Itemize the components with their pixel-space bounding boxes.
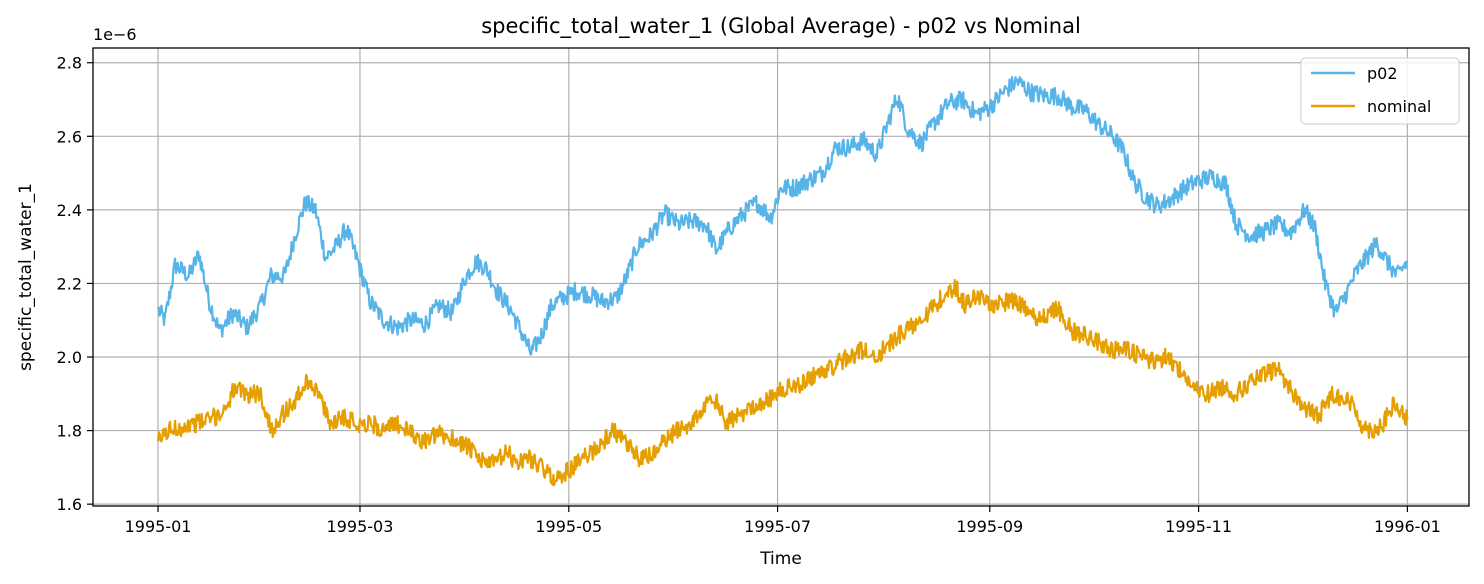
y-tick-label: 1.8 — [57, 422, 82, 441]
series-lines — [156, 76, 1409, 487]
x-tick-label: 1995-11 — [1165, 517, 1232, 536]
legend-label-p02: p02 — [1367, 64, 1398, 83]
chart-title: specific_total_water_1 (Global Average) … — [481, 14, 1081, 39]
legend-box — [1300, 57, 1460, 125]
y-tick-label: 2.2 — [57, 274, 82, 293]
y-tick-label: 1.6 — [57, 495, 82, 514]
legend-label-nominal: nominal — [1367, 97, 1431, 116]
x-tick-label: 1995-03 — [327, 517, 394, 536]
y-axis-offset-label: 1e−6 — [93, 25, 137, 44]
series-line-p02 — [157, 76, 1408, 356]
x-tick-label: 1995-07 — [744, 517, 811, 536]
grid — [93, 48, 1469, 506]
y-axis-label: specific_total_water_1 — [16, 183, 36, 371]
series-line-nominal — [156, 278, 1409, 487]
y-tick-label: 2.4 — [57, 201, 82, 220]
y-tick-label: 2.6 — [57, 127, 82, 146]
x-axis-label: Time — [759, 549, 802, 569]
axis-ticks: 1995-01 1995-03 1995-05 1995-07 1995-09 1995-… — [57, 54, 1441, 536]
x-tick-label: 1995-01 — [125, 517, 192, 536]
x-tick-label: 1995-05 — [535, 517, 602, 536]
legend: p02 nominal — [1300, 57, 1460, 125]
x-tick-label: 1995-09 — [956, 517, 1023, 536]
y-tick-label: 2.8 — [57, 54, 82, 73]
plot-frame — [92, 47, 1470, 507]
y-tick-label: 2.0 — [57, 348, 82, 367]
x-tick-label: 1996-01 — [1374, 517, 1441, 536]
